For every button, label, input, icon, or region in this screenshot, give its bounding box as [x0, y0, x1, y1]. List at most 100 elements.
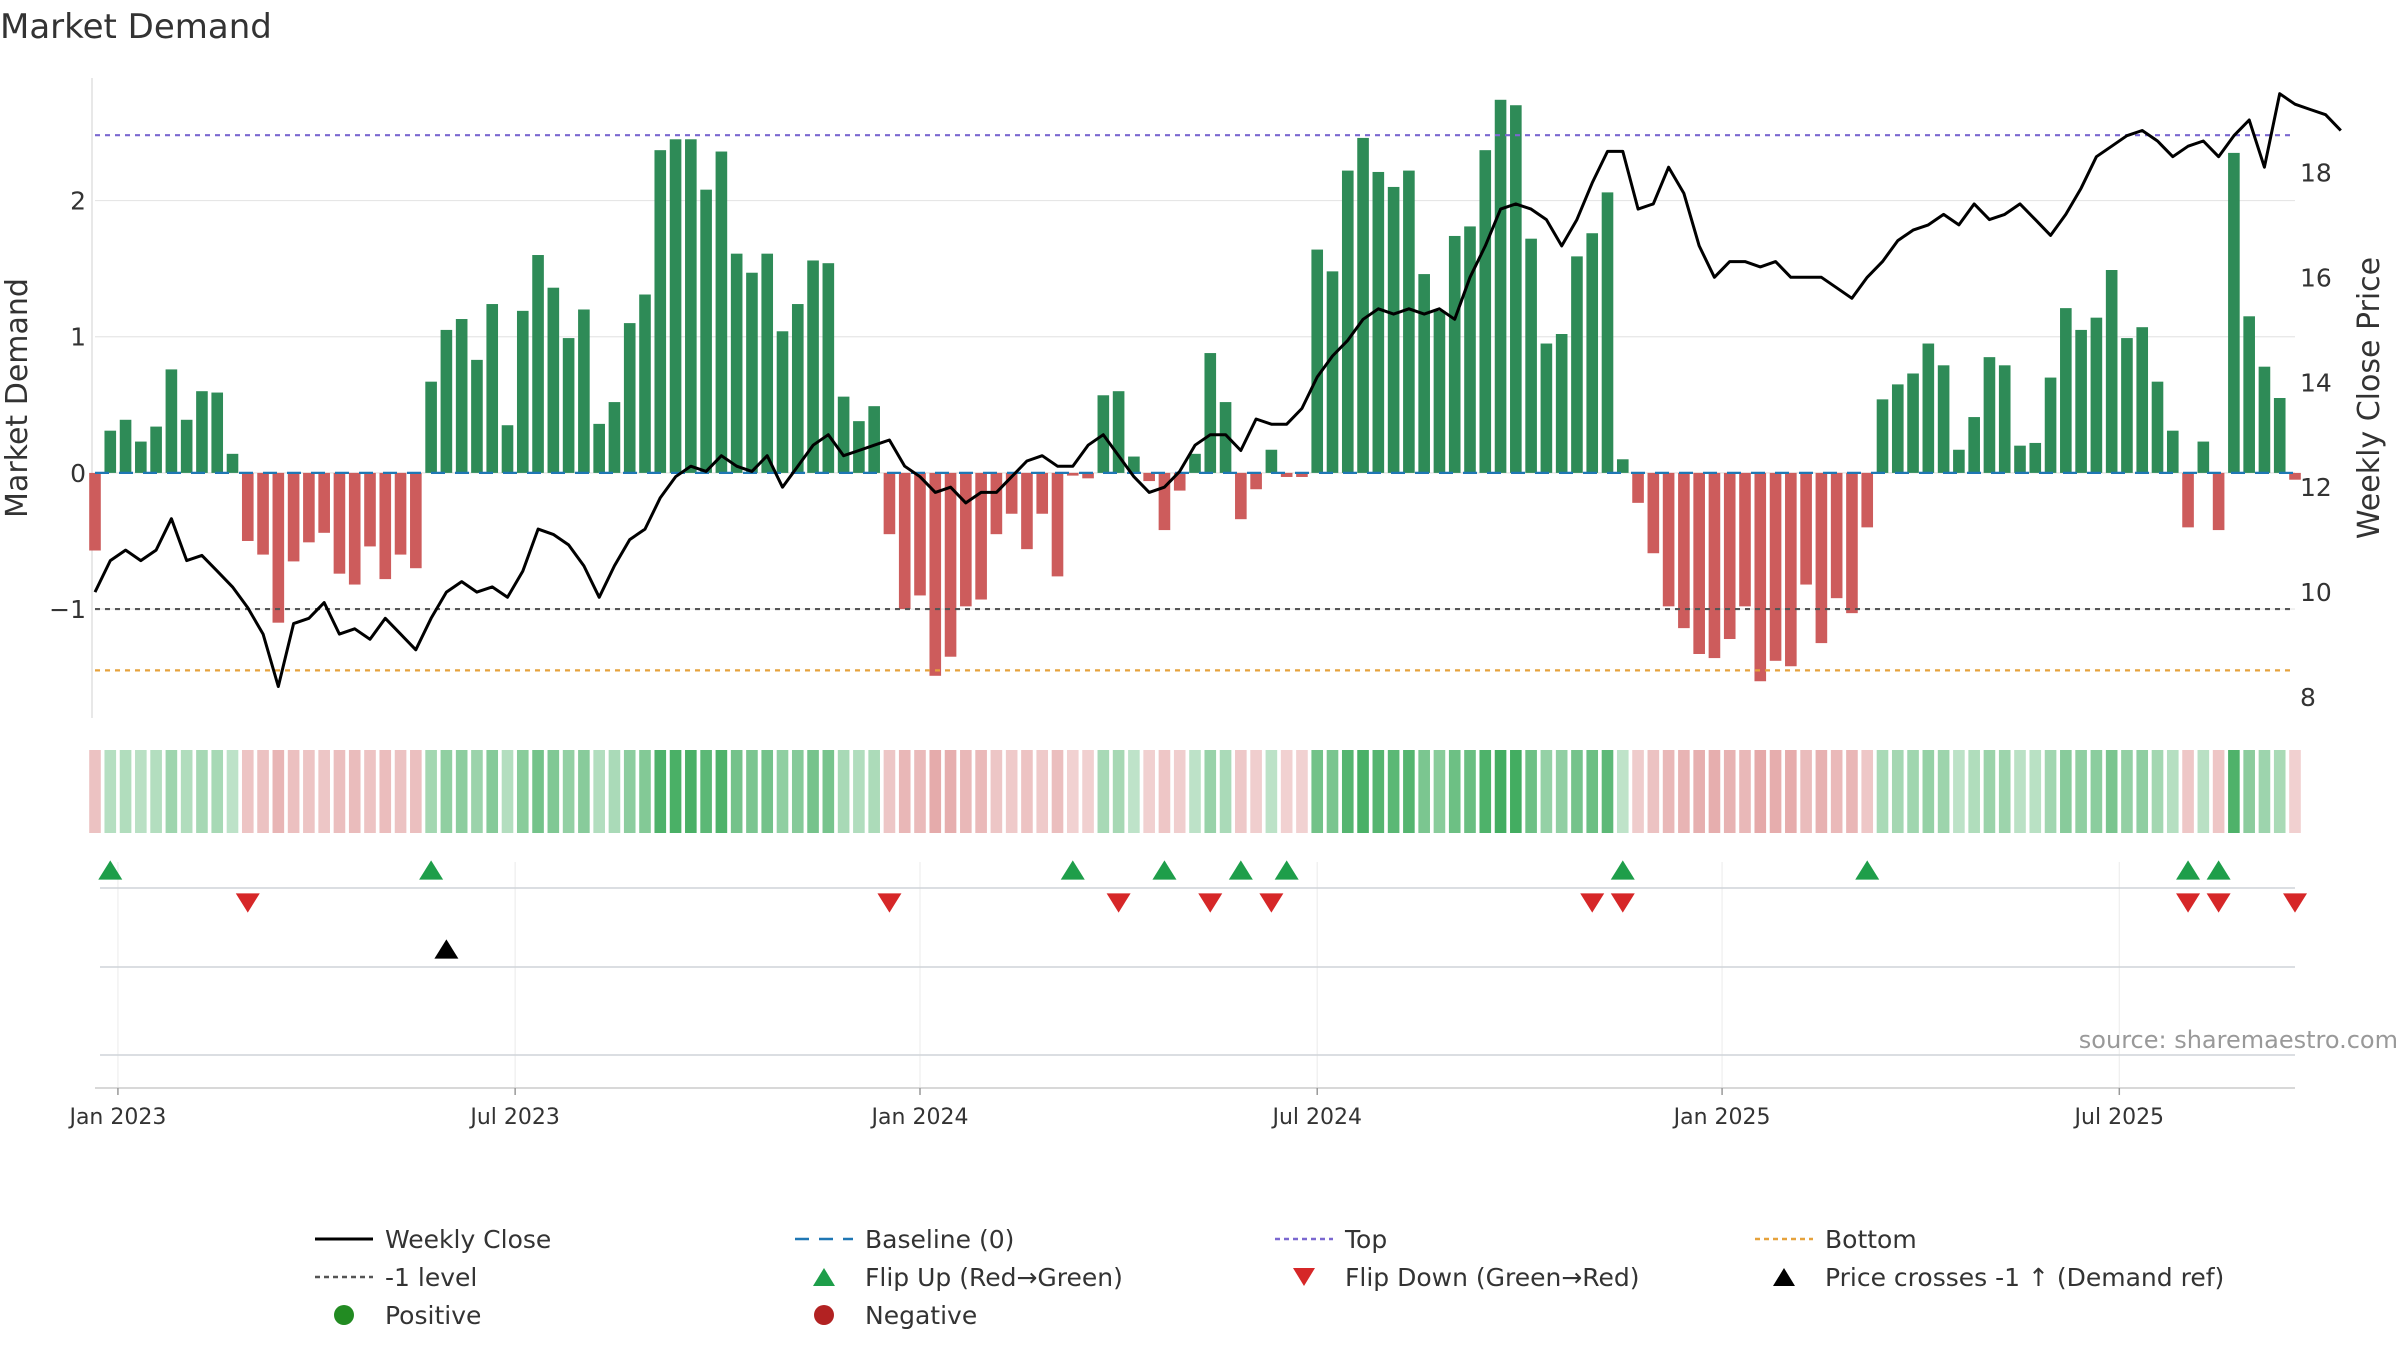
demand-bar: [211, 392, 224, 473]
heat-cell: [654, 750, 667, 833]
demand-bar: [1311, 249, 1324, 473]
heat-cell: [944, 750, 957, 833]
demand-bar: [822, 263, 835, 473]
weekly-close-line: [93, 92, 2342, 688]
heat-cell: [135, 750, 147, 833]
flip-up-marker: [2176, 860, 2201, 880]
y2-tick-label: 10: [2300, 578, 2332, 607]
demand-bar: [1448, 235, 1461, 473]
demand-bar: [2258, 366, 2271, 473]
demand-bar: [104, 430, 117, 473]
heat-cell: [1219, 750, 1232, 833]
heat-cell: [1571, 750, 1583, 833]
demand-bar: [1250, 472, 1262, 490]
heat-cell: [1800, 750, 1812, 833]
heat-cell: [2182, 750, 2194, 833]
heat-cell: [2014, 750, 2026, 833]
heat-cell: [89, 750, 101, 833]
heat-cell: [1448, 750, 1461, 833]
heat-cell: [1128, 750, 1140, 833]
heat-cell: [1341, 750, 1354, 833]
demand-bar: [1846, 472, 1858, 614]
demand-bar: [1280, 472, 1293, 477]
demand-bar: [853, 421, 865, 473]
y2-tick-label: 14: [2300, 368, 2332, 397]
heat-cell: [1250, 750, 1262, 833]
heat-cell: [1983, 750, 1996, 833]
demand-bar: [1616, 459, 1629, 473]
heat-cell: [1189, 750, 1201, 833]
heat-cell: [2090, 750, 2103, 833]
heat-cell: [486, 750, 499, 833]
demand-bar: [1204, 353, 1217, 473]
heat-cell: [807, 750, 819, 833]
heat-cell: [639, 750, 651, 833]
heat-cell: [2228, 750, 2240, 833]
demand-bar: [2105, 270, 2118, 473]
heat-cell: [593, 750, 605, 833]
demand-bar: [89, 472, 101, 551]
demand-bar: [1341, 170, 1354, 473]
flip-down-marker: [1580, 893, 1605, 913]
flip-up-marker: [98, 860, 123, 880]
flip-up-marker: [1855, 860, 1880, 880]
flip-down-marker: [1198, 893, 1223, 913]
heat-cell: [761, 750, 774, 833]
demand-bar: [669, 139, 682, 473]
heat-cell: [2105, 750, 2118, 833]
demand-bar: [1586, 233, 1599, 473]
heat-cell: [1555, 750, 1568, 833]
source-note: source: sharemaestro.com: [2079, 1026, 2398, 1054]
demand-bar: [2289, 472, 2301, 480]
demand-bar: [1494, 99, 1507, 473]
legend-label: Flip Up (Red→Green): [865, 1263, 1123, 1292]
demand-bar: [929, 472, 942, 676]
demand-bar: [1525, 238, 1537, 473]
demand-bar: [1112, 391, 1125, 473]
heat-cell: [669, 750, 682, 833]
legend-label: Flip Down (Green→Red): [1345, 1263, 1640, 1292]
demand-bar: [1739, 472, 1751, 607]
heat-cell: [1815, 750, 1828, 833]
heat-cell: [150, 750, 162, 833]
demand-bar: [1051, 472, 1064, 577]
heat-cell: [1265, 750, 1278, 833]
demand-bar: [1433, 310, 1446, 473]
demand-bar: [364, 472, 376, 547]
demand-bar: [1021, 472, 1033, 550]
legend-label: Weekly Close: [385, 1225, 551, 1254]
heat-cell: [608, 750, 621, 833]
demand-bar: [135, 441, 147, 473]
heat-cell: [2136, 750, 2149, 833]
flip-down-marker: [1259, 893, 1284, 913]
y2-tick-label: 12: [2300, 473, 2332, 502]
heat-cell: [1953, 750, 1965, 833]
demand-bar: [1296, 472, 1308, 477]
heat-cell: [791, 750, 804, 833]
demand-bar: [1968, 417, 1980, 473]
heat-cell: [532, 750, 544, 833]
demand-bar: [730, 253, 743, 473]
heat-cell: [1158, 750, 1171, 833]
demand-bar: [685, 139, 697, 473]
demand-bar: [348, 472, 361, 585]
demand-bar: [226, 453, 239, 473]
y2-axis-title: Weekly Close Price: [2352, 257, 2387, 539]
legend-label: Positive: [385, 1301, 481, 1330]
heat-cell: [1173, 750, 1186, 833]
legend-label: Top: [1344, 1225, 1387, 1254]
flip-up-marker: [419, 860, 444, 880]
heat-cell: [1021, 750, 1033, 833]
flip-up-marker: [1274, 860, 1299, 880]
x-tick-label: Jan 2024: [870, 1105, 969, 1130]
demand-bar: [2212, 472, 2225, 531]
heat-cell: [516, 750, 529, 833]
heat-cell: [1357, 750, 1369, 833]
demand-bar: [654, 150, 667, 473]
demand-bar: [1036, 472, 1049, 514]
heat-cell: [1907, 750, 1919, 833]
heat-cell: [394, 750, 407, 833]
flip-up-marker: [1610, 860, 1635, 880]
heat-cell: [853, 750, 865, 833]
demand-bar: [119, 419, 132, 473]
